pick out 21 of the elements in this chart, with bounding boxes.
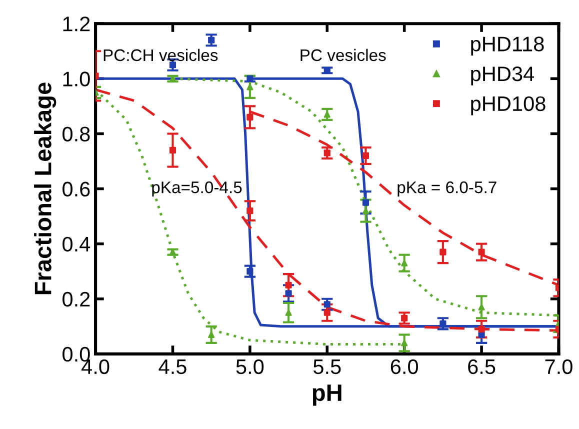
x-tick-label: 5.0 xyxy=(236,359,264,374)
legend-label: pHD34 xyxy=(471,66,534,86)
legend-label: pHD118 xyxy=(471,36,544,56)
annotation: PC:CH vesicles xyxy=(104,48,218,62)
y-tick-label: 0.2 xyxy=(62,292,90,307)
y-tick-label: 1.0 xyxy=(63,72,90,86)
legend-label: pHD108 xyxy=(471,96,546,116)
y-tick-label: 0.8 xyxy=(62,126,90,142)
y-tick-label: 1.2 xyxy=(63,16,90,32)
x-tick-label: 6.0 xyxy=(390,359,418,374)
y-tick-label: 0.4 xyxy=(62,236,90,252)
x-tick-label: 7.0 xyxy=(545,359,572,374)
annotation: pKa = 6.0-5.7 xyxy=(398,181,496,197)
x-tick-label: 5.5 xyxy=(313,360,341,374)
y-tick-label: 0.6 xyxy=(62,182,90,197)
x-axis-title: pH xyxy=(312,384,342,406)
y-axis-title: Fractional Leakage xyxy=(34,82,56,294)
annotation: PC vesicles xyxy=(300,48,386,62)
annotation: pKa=5.0-4.5 xyxy=(152,181,242,197)
x-tick-label: 4.5 xyxy=(158,360,186,374)
x-tick-label: 6.5 xyxy=(468,359,496,374)
